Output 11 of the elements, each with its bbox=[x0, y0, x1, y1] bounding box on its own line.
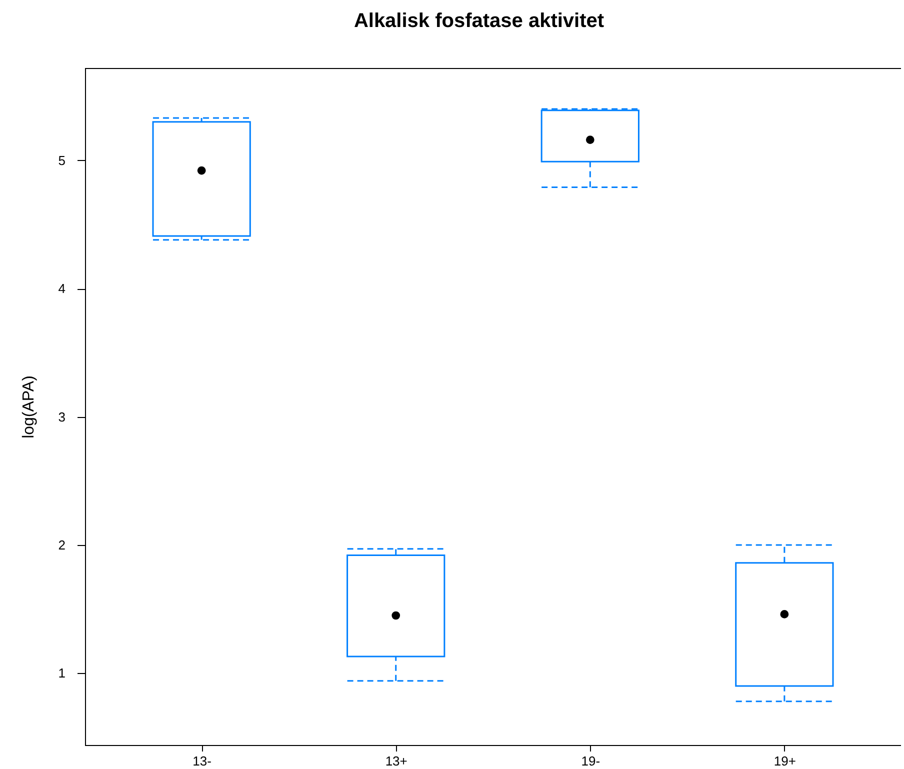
y-axis-title: log(APA) bbox=[20, 376, 38, 438]
x-tick-label: 19- bbox=[581, 754, 600, 768]
y-tick-label: 3 bbox=[58, 409, 66, 424]
y-tick-label: 5 bbox=[58, 152, 66, 168]
chart-title: Alkalisk fosfatase aktivitet bbox=[354, 10, 604, 32]
x-tick-label: 19+ bbox=[774, 754, 796, 768]
y-tick-label: 4 bbox=[58, 281, 66, 296]
x-tick-label: 13+ bbox=[385, 754, 408, 768]
y-tick-label: 1 bbox=[58, 666, 66, 681]
y-tick-label: 2 bbox=[58, 537, 66, 552]
x-tick-label: 13- bbox=[192, 754, 212, 768]
